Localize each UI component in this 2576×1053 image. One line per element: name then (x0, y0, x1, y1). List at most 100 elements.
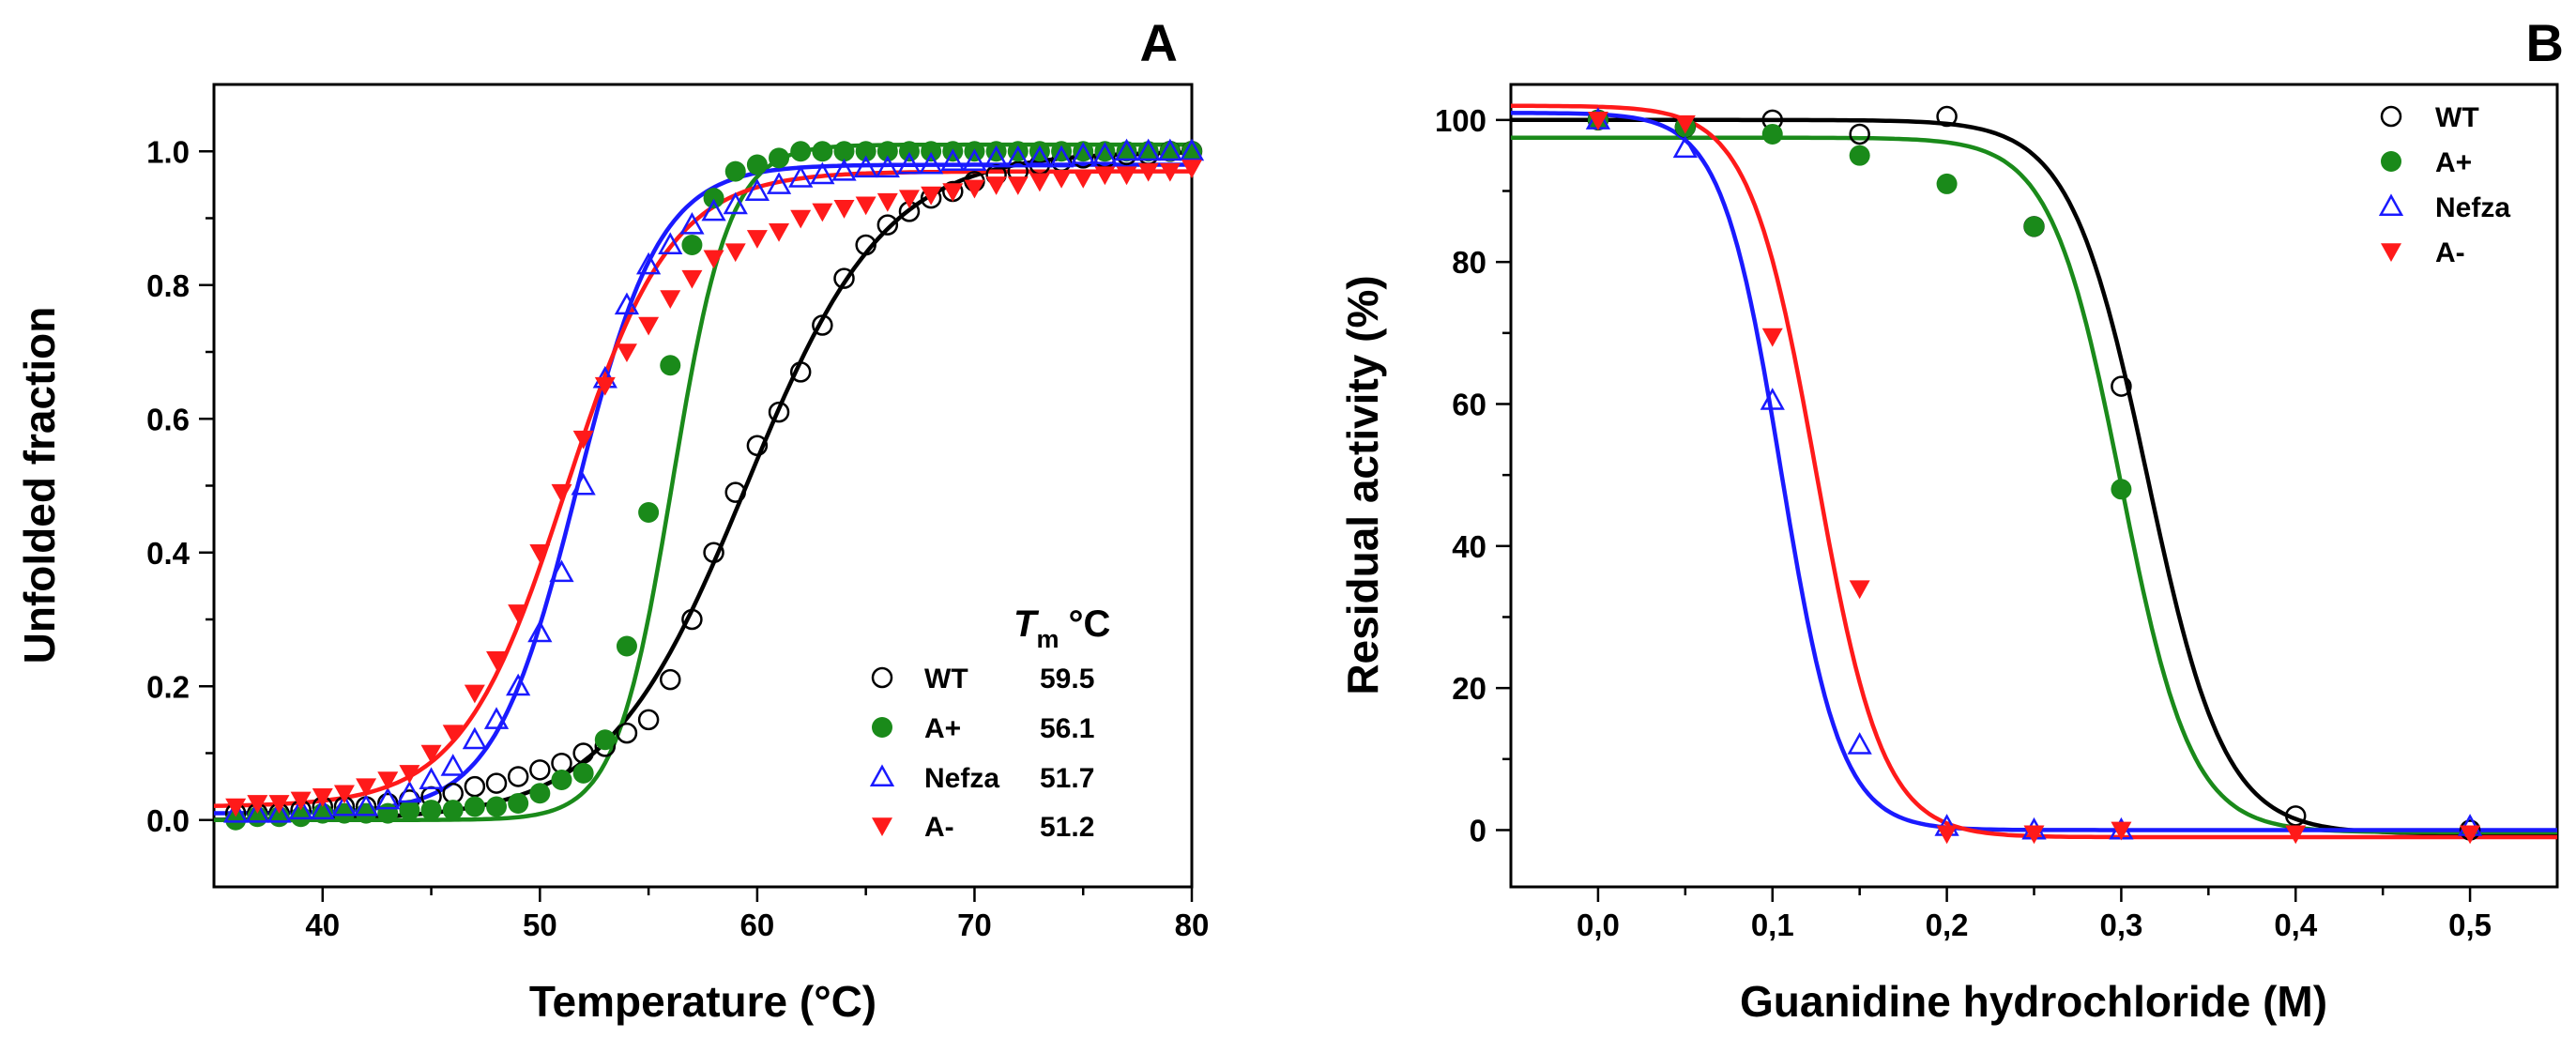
panel-b-data-points (1585, 105, 2483, 845)
panel-a-point-a-plus (1181, 141, 1202, 162)
panel-a-point-a-minus (616, 343, 637, 362)
panel-a-point-a-plus (420, 800, 442, 821)
panel-a-x-axis-title: Temperature (°C) (529, 977, 876, 1026)
panel-a-point-a-plus (898, 141, 920, 162)
panel-a-point-nefza (375, 786, 401, 810)
panel-a-point-wt (616, 722, 638, 744)
panel-a-point-a-minus (594, 376, 616, 396)
panel-a-y-tick-label: 0.4 (146, 536, 191, 571)
panel-a-point-wt (464, 775, 486, 798)
panel-a-point-nefza (288, 797, 313, 820)
panel-a-legend-wt-marker (871, 666, 893, 689)
panel-a-point-a-plus (529, 783, 551, 804)
panel-b-fit-a-plus (1511, 135, 2557, 834)
panel-a-point-a-minus (703, 250, 724, 269)
panel-a-point-a-minus (225, 798, 247, 817)
panel-a-point-a-plus (1094, 141, 1116, 162)
panel-a-point-wt (855, 234, 876, 256)
panel-a-point-a-minus (442, 725, 464, 744)
panel-a-point-a-plus (290, 806, 312, 828)
panel-a-legend-marker-shape-a-minus (872, 817, 892, 836)
panel-b-point-wt (1936, 105, 1958, 128)
panel-b-legend-wt-marker (2380, 105, 2402, 128)
panel-a-point-a-plus (572, 762, 594, 784)
panel-a-point-nefza (658, 232, 683, 255)
panel-a-point-nefza (440, 754, 465, 776)
panel-a-point-a-minus (1137, 162, 1159, 182)
panel-a-point-nefza (397, 780, 422, 803)
panel-a-point-a-minus (247, 795, 268, 814)
panel-b-point-a-plus (1849, 145, 1870, 166)
panel-a-point-a-minus (660, 290, 681, 309)
panel-a-point-a-minus (333, 785, 355, 804)
panel-b-letter: B (2526, 13, 2564, 72)
panel-a-point-a-minus (898, 190, 920, 209)
panel-a-point-nefza (419, 767, 444, 790)
panel-a-point-a-plus (399, 800, 420, 821)
panel-a-point-a-plus (508, 792, 529, 814)
panel-a-legend-a-plus-marker (872, 717, 892, 738)
panel-a-point-a-minus (1116, 166, 1137, 186)
panel-b-point-a-plus (2023, 216, 2045, 237)
panel-a-legend-marker-shape-wt (871, 666, 893, 689)
panel-b-y-axis-title: Residual activity (%) (1338, 275, 1387, 694)
panel-a-point-a-plus (464, 796, 485, 817)
panel-a-point-a-minus (638, 316, 660, 336)
panel-a-point-a-minus (420, 744, 442, 764)
panel-a-x-tick-label: 80 (1175, 908, 1210, 942)
panel-a-letter: A (1140, 13, 1178, 72)
panel-a-point-nefza (1027, 145, 1053, 168)
panel-a-point-nefza (896, 151, 922, 175)
panel-a-x-tick-label: 40 (305, 908, 340, 942)
panel-a-point-a-plus (703, 188, 724, 209)
panel-a-point-wt (529, 759, 551, 781)
panel-b-x-tick-label: 0,3 (2099, 908, 2142, 942)
panel-a-legend-a-minus-marker (872, 817, 892, 836)
panel-a-point-nefza (1114, 138, 1139, 161)
panel-b-x-tick-label: 0,5 (2448, 908, 2492, 942)
panel-a-point-wt (789, 361, 812, 383)
panel-a-point-nefza (853, 155, 878, 178)
panel-a-point-a-plus (855, 141, 876, 162)
panel-a-point-a-plus (616, 635, 637, 657)
panel-a-point-nefza (310, 797, 335, 820)
panel-a-point-a-plus (442, 800, 464, 821)
panel-a-point-a-minus (1159, 162, 1181, 182)
panel-b-plot-frame (1509, 83, 2559, 889)
panel-a-point-nefza (483, 707, 510, 729)
panel-a-point-a-minus (985, 176, 1007, 195)
panel-a-point-wt (812, 314, 833, 336)
panel-a-point-a-minus (290, 791, 312, 811)
panel-a-legend-entry-a-minus: A- 51.2 (872, 812, 1094, 843)
panel-a-data-points (223, 138, 1205, 831)
panel-a-point-a-minus (876, 192, 898, 212)
panel-a-point-wt (681, 608, 703, 631)
panel-a-point-a-plus (876, 141, 898, 162)
panel-a-legend-a-minus-tm: 51.2 (1040, 812, 1094, 843)
panel-a-point-a-minus (964, 179, 985, 199)
panel-b-y-tick-label: 60 (1452, 387, 1486, 421)
panel-a-point-nefza (788, 165, 814, 188)
panel-a-legend-header: Tm °C (1014, 603, 1110, 653)
panel-a-legend-nefza-marker (869, 764, 895, 787)
panel-b-legend-entry-wt: WT (2380, 102, 2479, 133)
panel-a-legend-tm-symbol: T (1014, 603, 1040, 645)
panel-a-point-nefza (267, 801, 292, 823)
panel-b-y-tick-label: 40 (1452, 529, 1486, 564)
panel-a-point-a-plus (551, 770, 572, 790)
panel-a-legend-wt-label: WT (924, 664, 968, 694)
panel-a-point-wt (833, 267, 855, 289)
panel-a-point-nefza (1005, 145, 1030, 168)
panel-a-point-a-plus (769, 147, 790, 169)
panel-b-point-wt (2111, 375, 2132, 397)
panel-a-legend-entry-nefza: Nefza 51.7 (869, 763, 1094, 794)
panel-a-point-a-plus (377, 802, 399, 824)
panel-b-legend-marker-shape-a-minus (2381, 243, 2401, 262)
panel-a-point-wt (876, 214, 899, 236)
panel-a-y-tick-label: 0.6 (146, 402, 190, 436)
panel-a-legend-marker-shape-a-plus (872, 717, 892, 738)
panel-a-point-a-plus (594, 729, 616, 751)
panel-a-point-a-plus (660, 355, 681, 376)
panel-a-point-nefza (614, 292, 640, 315)
panel-b-y-tick-label: 20 (1452, 671, 1486, 706)
